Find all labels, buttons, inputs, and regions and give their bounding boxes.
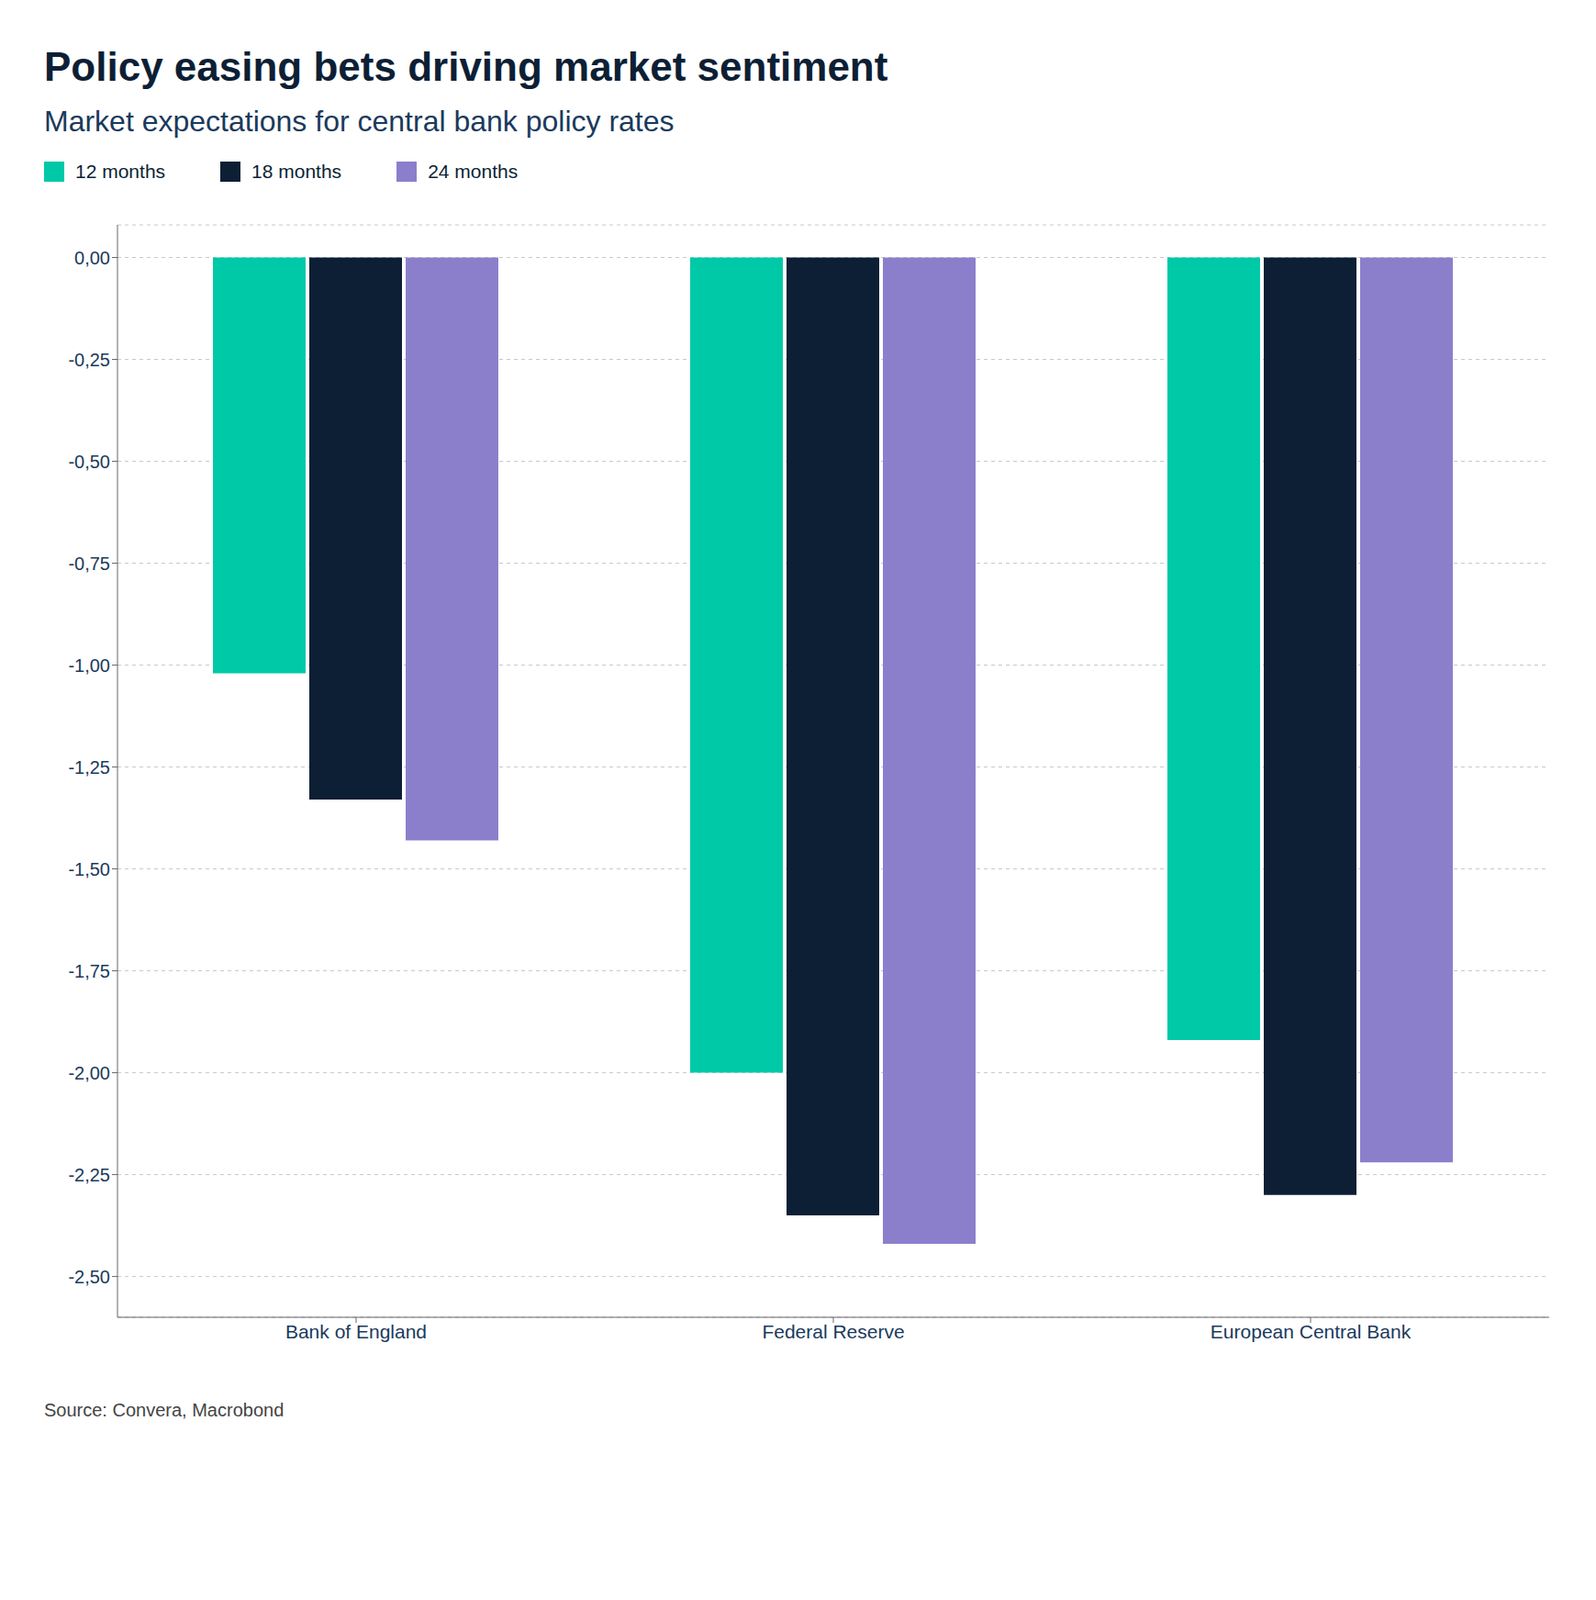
html-text:Policy easing bets driving mar: Policy easing bets driving market sentim… <box>44 44 888 90</box>
svg-text:-1,75: -1,75 <box>67 960 111 982</box>
html-text:18 months: 18 months <box>251 160 342 182</box>
html-text:12 months: 12 months <box>75 160 166 182</box>
svg-text:-0,50: -0,50 <box>67 451 111 472</box>
svg-text:-0,25: -0,25 <box>67 349 111 370</box>
html-text:Source: Convera, Macrobond: Source: Convera, Macrobond <box>44 1399 284 1420</box>
svg-text:-1,25: -1,25 <box>67 757 111 778</box>
svg-text:-2,00: -2,00 <box>67 1062 111 1083</box>
html-text:Market expectations for centra: Market expectations for central bank pol… <box>44 104 675 138</box>
svg-text:-1,00: -1,00 <box>67 655 111 676</box>
svg-text:European Central Bank: European Central Bank <box>1210 1320 1412 1342</box>
svg-text:-2,25: -2,25 <box>67 1164 111 1185</box>
svg-text:-0,75: -0,75 <box>67 553 111 574</box>
svg-text:Bank of England: Bank of England <box>285 1320 427 1342</box>
svg-text:-2,50: -2,50 <box>67 1266 111 1287</box>
svg-text:Federal Reserve: Federal Reserve <box>761 1320 905 1342</box>
svg-text:0,00: 0,00 <box>74 247 111 268</box>
html-text:24 months: 24 months <box>427 160 518 182</box>
svg-text:-1,50: -1,50 <box>67 859 111 880</box>
